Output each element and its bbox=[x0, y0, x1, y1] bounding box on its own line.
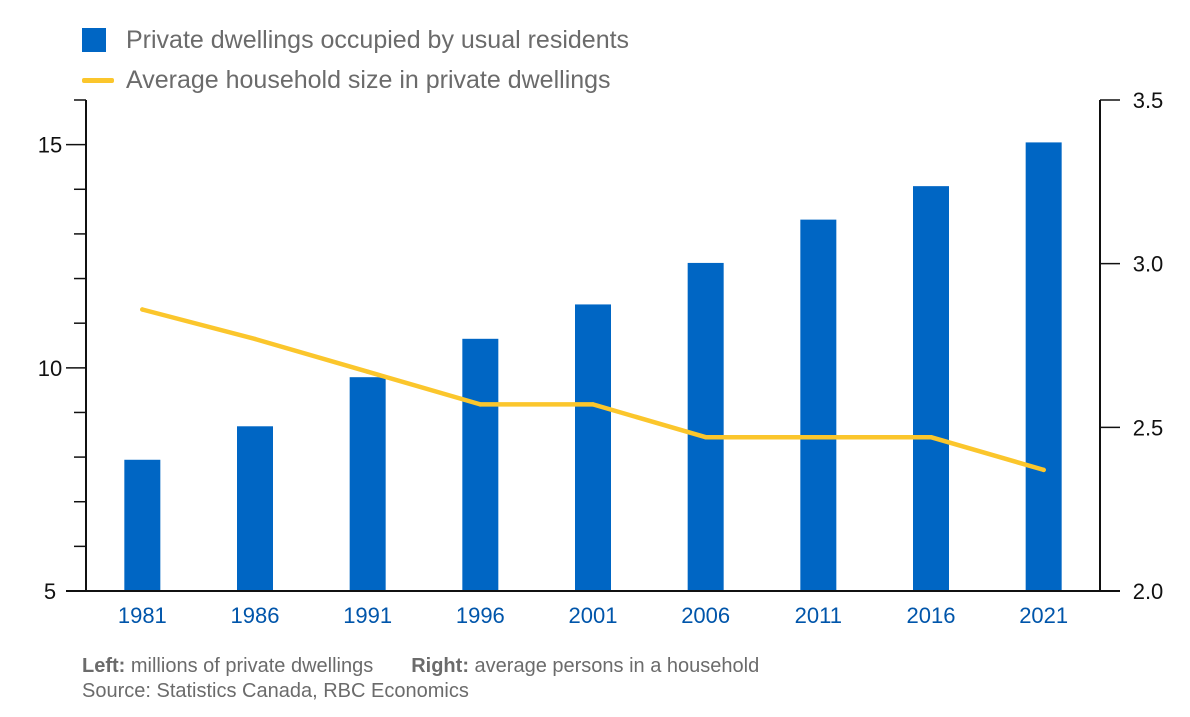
x-tick-label-2006: 2006 bbox=[681, 603, 730, 628]
bar-2016 bbox=[913, 186, 949, 591]
x-tick-label-2011: 2011 bbox=[795, 603, 842, 628]
x-tick-label-2021: 2021 bbox=[1019, 603, 1068, 628]
x-tick-label-2016: 2016 bbox=[907, 603, 956, 628]
legend-swatch-line bbox=[82, 77, 114, 83]
chart-legend: Private dwellings occupied by usual resi… bbox=[82, 20, 629, 100]
right-tick-label-3.5: 3.5 bbox=[1133, 88, 1164, 113]
household-size-point-1981 bbox=[140, 307, 145, 312]
right-tick-label-2.5: 2.5 bbox=[1133, 415, 1164, 440]
bar-2021 bbox=[1025, 142, 1062, 591]
x-tick-label-1991: 1991 bbox=[343, 603, 392, 628]
bar-1991 bbox=[349, 377, 386, 591]
bar-2001 bbox=[575, 304, 611, 591]
x-tick-label-1986: 1986 bbox=[231, 603, 280, 628]
left-tick-label-15: 15 bbox=[38, 133, 62, 158]
legend-item-household-size: Average household size in private dwelli… bbox=[82, 60, 629, 100]
bar-1986 bbox=[237, 426, 273, 591]
left-note-text: millions of private dwellings bbox=[125, 655, 374, 677]
right-note-title: Right: bbox=[411, 655, 469, 677]
legend-label-dwellings: Private dwellings occupied by usual resi… bbox=[126, 25, 630, 54]
units-note: Left: millions of private dwellings Right… bbox=[82, 654, 759, 679]
household-size-point-1991 bbox=[365, 369, 370, 374]
right-note-text: average persons in a household bbox=[468, 655, 760, 677]
bar-1996 bbox=[462, 338, 499, 591]
left-tick-label-10: 10 bbox=[38, 356, 62, 381]
chart-notes: Left: millions of private dwellings Right… bbox=[82, 654, 759, 704]
bar-1981 bbox=[124, 459, 161, 591]
left-note-title: Left: bbox=[82, 655, 126, 677]
right-tick-label-2.0: 2.0 bbox=[1133, 579, 1164, 604]
source-note: Source: Statistics Canada, RBC Economics bbox=[82, 680, 469, 702]
household-size-point-1986 bbox=[252, 336, 258, 342]
left-tick-label-5: 5 bbox=[44, 579, 56, 604]
legend-swatch-bar bbox=[82, 28, 106, 52]
household-size-point-2016 bbox=[928, 434, 934, 440]
legend-label-household-size: Average household size in private dwelli… bbox=[126, 65, 611, 94]
legend-item-dwellings: Private dwellings occupied by usual resi… bbox=[82, 20, 629, 60]
household-size-point-2021 bbox=[1041, 467, 1046, 473]
right-tick-label-3.0: 3.0 bbox=[1133, 252, 1164, 277]
bar-2011 bbox=[800, 219, 837, 591]
household-size-point-2001 bbox=[590, 402, 596, 407]
household-size-point-2006 bbox=[703, 434, 708, 440]
household-size-point-2011 bbox=[816, 434, 821, 440]
bar-2006 bbox=[687, 262, 724, 591]
x-tick-label-1996: 1996 bbox=[456, 603, 505, 628]
x-tick-label-2001: 2001 bbox=[569, 603, 618, 628]
household-size-point-1996 bbox=[478, 402, 483, 407]
x-tick-label-1981: 1981 bbox=[118, 603, 167, 628]
